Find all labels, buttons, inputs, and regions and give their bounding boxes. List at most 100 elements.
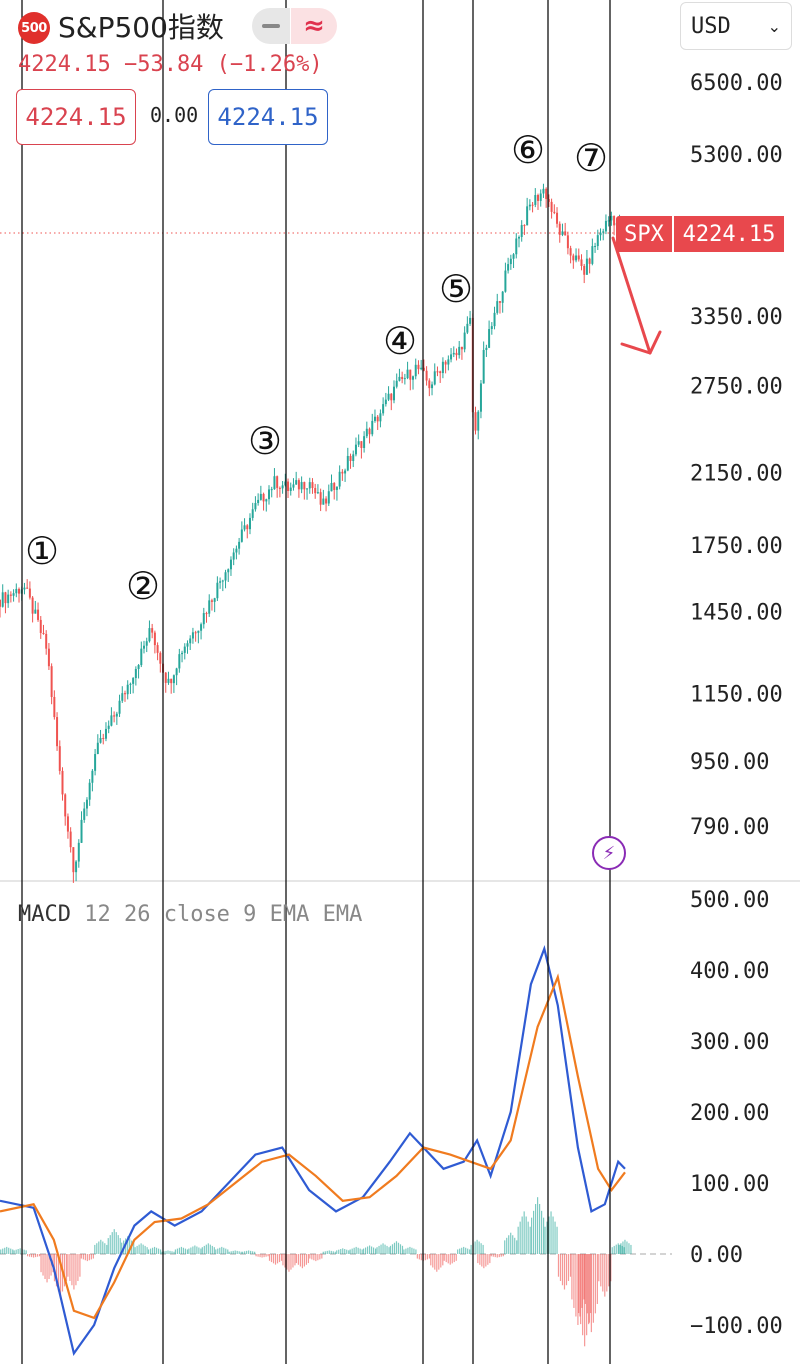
currency-label: USD bbox=[691, 13, 731, 39]
candle-body bbox=[607, 220, 610, 222]
candle bbox=[183, 643, 186, 660]
candle bbox=[357, 434, 360, 448]
candle bbox=[406, 361, 409, 380]
candle-body bbox=[289, 487, 292, 491]
candle-body bbox=[338, 471, 341, 487]
candle-body bbox=[349, 455, 352, 462]
candle bbox=[50, 663, 53, 705]
candle bbox=[537, 193, 540, 210]
candle bbox=[346, 447, 349, 472]
candle-body bbox=[23, 587, 26, 590]
candle bbox=[292, 478, 295, 491]
candle bbox=[327, 484, 330, 507]
candle bbox=[178, 648, 181, 673]
candle-body bbox=[0, 599, 1, 607]
candle-body bbox=[585, 258, 588, 275]
macd-params: 12 26 close 9 EMA EMA bbox=[84, 902, 363, 927]
ask-price-button[interactable]: 4224.15 bbox=[208, 89, 328, 145]
candle-body bbox=[564, 231, 567, 236]
candle bbox=[191, 627, 194, 644]
candle-body bbox=[42, 632, 45, 634]
candle-body bbox=[243, 525, 246, 530]
candle-body bbox=[482, 349, 485, 384]
candle-body bbox=[455, 352, 458, 356]
candle-body bbox=[308, 482, 311, 489]
price-tick-label: 1750.00 bbox=[690, 534, 783, 559]
macd-tick-label: 0.00 bbox=[690, 1243, 743, 1268]
candle bbox=[34, 600, 37, 614]
macd-tick-label: 500.00 bbox=[690, 888, 769, 913]
candle-body bbox=[346, 455, 349, 471]
candle bbox=[528, 199, 531, 211]
candle bbox=[281, 481, 284, 494]
wave-icon[interactable]: ≈ bbox=[291, 8, 337, 44]
candle-body bbox=[384, 399, 387, 405]
candle-body bbox=[591, 246, 594, 264]
candle-body bbox=[325, 498, 328, 504]
candle-body bbox=[330, 482, 333, 492]
candle bbox=[151, 623, 154, 639]
candle bbox=[28, 581, 31, 600]
candle-body bbox=[28, 588, 31, 598]
candle bbox=[594, 242, 597, 253]
candle-body bbox=[107, 725, 110, 729]
candle-body bbox=[371, 420, 374, 435]
candle-body bbox=[333, 482, 336, 490]
candle bbox=[219, 577, 222, 589]
candle bbox=[474, 406, 477, 435]
candle bbox=[384, 392, 387, 407]
candle-body bbox=[278, 487, 281, 489]
candle-body bbox=[235, 548, 238, 553]
candle-body bbox=[344, 470, 347, 474]
candle bbox=[53, 690, 56, 720]
candle bbox=[441, 357, 444, 379]
candle bbox=[572, 253, 575, 269]
candle bbox=[254, 496, 257, 512]
bid-price-button[interactable]: 4224.15 bbox=[16, 89, 136, 145]
candle-body bbox=[395, 380, 398, 387]
minus-icon[interactable] bbox=[252, 8, 290, 44]
candle bbox=[507, 257, 510, 274]
candle-body bbox=[164, 672, 167, 683]
candle-body bbox=[295, 480, 298, 485]
candle bbox=[417, 360, 420, 375]
symbol-title[interactable]: S&P500指数 bbox=[58, 11, 224, 44]
candle-body bbox=[488, 329, 491, 348]
candle bbox=[338, 465, 341, 490]
wave-label: ④ bbox=[383, 319, 417, 363]
candle-body bbox=[420, 367, 423, 370]
candle bbox=[284, 473, 287, 487]
candle bbox=[159, 651, 162, 673]
candle bbox=[373, 409, 376, 423]
candle-body bbox=[145, 641, 148, 646]
candle-body bbox=[515, 238, 518, 255]
candle-body bbox=[148, 628, 151, 642]
candle-body bbox=[99, 737, 102, 743]
lightning-icon[interactable]: ⚡ bbox=[592, 836, 626, 870]
candle bbox=[447, 355, 450, 371]
candle-body bbox=[474, 412, 477, 431]
candle-body bbox=[433, 371, 436, 385]
candle-body bbox=[466, 323, 469, 333]
candle bbox=[330, 474, 333, 492]
candle bbox=[213, 597, 216, 613]
candle-body bbox=[436, 371, 439, 373]
candle bbox=[526, 197, 529, 226]
candle-body bbox=[509, 258, 512, 265]
candle bbox=[379, 409, 382, 428]
candle-body bbox=[7, 594, 10, 604]
candle-body bbox=[186, 643, 189, 647]
candle-body bbox=[159, 652, 162, 664]
candle-body bbox=[121, 693, 124, 701]
candle bbox=[75, 860, 78, 882]
macd-tick-label: −100.00 bbox=[690, 1314, 783, 1339]
candle-body bbox=[610, 216, 613, 221]
candle-body bbox=[197, 630, 200, 633]
price-tick-label: 950.00 bbox=[690, 750, 769, 775]
candle-body bbox=[126, 684, 129, 695]
candle-body bbox=[341, 471, 344, 474]
currency-select[interactable]: USD ⌄ bbox=[680, 2, 792, 50]
macd-legend[interactable]: MACD 12 26 close 9 EMA EMA bbox=[18, 902, 362, 927]
candle-body bbox=[528, 204, 531, 207]
